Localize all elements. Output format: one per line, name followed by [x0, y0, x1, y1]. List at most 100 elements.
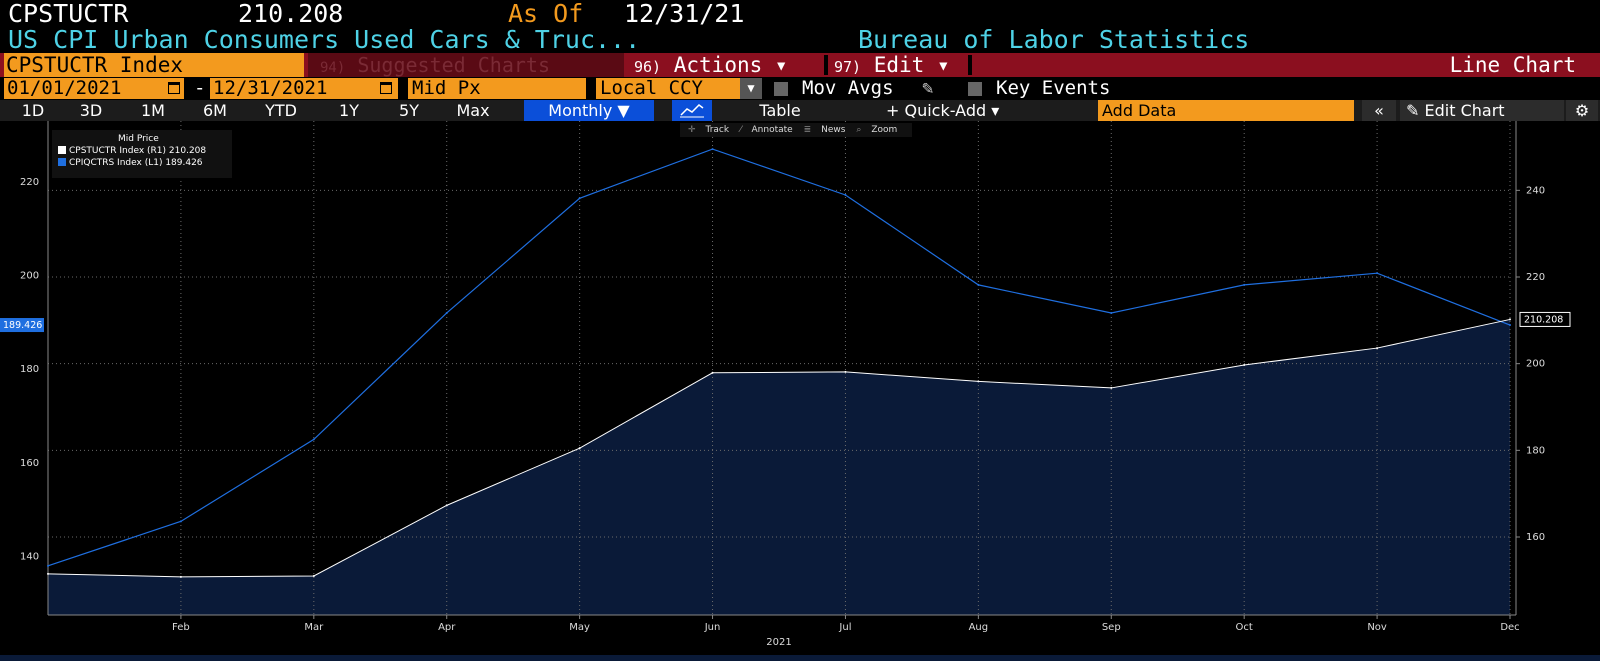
range-button-ytd[interactable]: YTD — [265, 101, 297, 120]
news-label: News — [821, 125, 846, 135]
chart-legend[interactable]: Mid Price CPSTUCTR Index (R1) 210.208 CP… — [52, 130, 232, 178]
edit-chart-label: Edit Chart — [1424, 101, 1505, 120]
line-chart-icon[interactable] — [672, 100, 712, 121]
table-button[interactable]: Table — [759, 101, 801, 120]
last-value: 210.208 — [238, 0, 344, 28]
last-value-badge-right — [1519, 311, 1571, 327]
mov-avgs-checkbox[interactable] — [774, 82, 788, 96]
bottom-strip — [0, 655, 1600, 661]
x-axis-tick-label: Oct — [1236, 622, 1253, 633]
suggested-charts-button[interactable]: 94) Suggested Charts — [308, 53, 624, 77]
right-axis-tick-label: 220 — [1526, 272, 1545, 283]
last-value-label-left: 189.426 — [3, 320, 42, 331]
right-axis-tick-label: 200 — [1526, 359, 1545, 370]
chevron-down-icon[interactable]: ▼ — [740, 78, 762, 99]
calendar-icon[interactable] — [168, 82, 180, 94]
data-point-cpstuctr — [1243, 363, 1246, 366]
legend-swatch — [58, 146, 66, 154]
edit-label: Edit ▾ — [873, 53, 950, 77]
data-point-cpiqctrs — [1110, 311, 1113, 314]
chart-canvas[interactable]: 140 160 180 200 220 160 180 200 220 240 189.426 210… — [0, 121, 1600, 661]
suggested-num: 94) — [320, 60, 346, 76]
ticker-header: CPSTUCTR 210.208 As Of 12/31/21 — [0, 0, 1600, 27]
pencil-icon: ✎ — [1406, 101, 1425, 120]
left-axis-tick-label: 220 — [20, 177, 39, 188]
zoom-label: Zoom — [871, 125, 898, 135]
data-point-cpstuctr — [179, 575, 182, 578]
end-date-value: 12/31/2021 — [213, 77, 328, 99]
series-line-cpiqctrs — [47, 148, 1511, 567]
range-button-max[interactable]: Max — [456, 101, 490, 120]
data-point-cpstuctr — [844, 370, 847, 373]
track-label: Track — [705, 125, 730, 135]
series-area-cpstuctr — [48, 319, 1510, 615]
chart-tools-bar: ✛ Track ⁄ Annotate ≣ News ⌕ Zoom — [680, 123, 912, 137]
menu-divider — [968, 55, 972, 75]
frequency-select[interactable]: Monthly ▼ — [524, 100, 654, 121]
annotate-label: Annotate — [751, 125, 793, 135]
data-point-cpiqctrs — [1243, 283, 1246, 286]
data-point-cpiqctrs — [977, 283, 980, 286]
legend-item[interactable]: CPIQCTRS Index (L1) 189.426 — [58, 157, 226, 169]
calendar-icon[interactable] — [380, 82, 392, 94]
currency-select[interactable]: Local CCY — [596, 78, 740, 99]
x-axis-tick-label: Sep — [1102, 622, 1121, 633]
collapse-icon[interactable]: « — [1362, 100, 1396, 121]
legend-swatch — [58, 158, 66, 166]
annotate-tool[interactable]: ⁄ Annotate — [740, 125, 793, 135]
data-point-cpiqctrs — [179, 520, 182, 523]
key-events-checkbox[interactable] — [968, 82, 982, 96]
data-point-cpstuctr — [1110, 386, 1113, 389]
add-data-input[interactable]: Add Data — [1098, 100, 1354, 121]
start-date-value: 01/01/2021 — [7, 77, 122, 99]
track-tool[interactable]: ✛ Track — [688, 125, 729, 135]
data-point-cpstuctr — [711, 371, 714, 374]
gear-icon[interactable]: ⚙ — [1566, 100, 1598, 121]
series-line-cpstuctr — [47, 318, 1511, 578]
data-point-cpiqctrs — [844, 193, 847, 196]
line-chart-glyph — [680, 104, 704, 118]
zoom-icon: ⌕ — [856, 125, 862, 135]
x-axis-tick-label: Dec — [1500, 622, 1519, 633]
price-field-select[interactable]: Mid Px — [408, 78, 586, 99]
x-axis-year-label: 2021 — [766, 637, 791, 648]
chart-toolbar: 1D 3D 1M 6M YTD 1Y 5Y Max Monthly ▼ Tabl… — [0, 100, 1600, 121]
annotate-icon: ⁄ — [739, 125, 742, 135]
key-events-label: Key Events — [996, 77, 1111, 99]
data-point-cpiqctrs — [312, 438, 315, 441]
crosshair-icon: ✛ — [688, 125, 696, 135]
range-button-1y[interactable]: 1Y — [339, 101, 359, 120]
edit-chart-button[interactable]: ✎ Edit Chart — [1400, 100, 1564, 121]
date-separator: - — [194, 77, 206, 99]
left-axis-tick-label: 180 — [20, 364, 39, 375]
left-axis-tick-label: 200 — [20, 271, 39, 282]
edit-menu-button[interactable]: 97) Edit ▾ — [828, 53, 968, 77]
source-text: Bureau of Labor Statistics — [858, 25, 1250, 54]
security-field[interactable]: CPSTUCTR Index — [4, 53, 304, 77]
data-point-cpstuctr — [1376, 347, 1379, 350]
quick-add-button[interactable]: + Quick-Add ▾ — [886, 101, 1000, 120]
data-point-cpstuctr — [47, 572, 49, 575]
left-axis-tick-label: 140 — [20, 551, 39, 562]
pencil-icon[interactable]: ✎ — [922, 77, 934, 99]
range-button-5y[interactable]: 5Y — [399, 101, 419, 120]
chart-area[interactable]: 140 160 180 200 220 160 180 200 220 240 189.426 210… — [0, 121, 1600, 661]
range-button-3d[interactable]: 3D — [79, 101, 103, 120]
range-button-1m[interactable]: 1M — [141, 101, 165, 120]
range-button-6m[interactable]: 6M — [203, 101, 227, 120]
suggested-label: Suggested Charts — [357, 53, 550, 77]
start-date-field[interactable]: 01/01/2021 — [4, 78, 184, 99]
x-axis-tick-label: Jul — [838, 622, 851, 633]
zoom-tool[interactable]: ⌕ Zoom — [856, 125, 897, 135]
edit-num: 97) — [834, 58, 862, 76]
end-date-field[interactable]: 12/31/2021 — [210, 78, 398, 99]
news-tool[interactable]: ≣ News — [804, 125, 846, 135]
legend-label: CPIQCTRS Index (L1) 189.426 — [69, 158, 203, 168]
menu-divider — [824, 55, 828, 75]
x-axis-tick-label: Apr — [438, 622, 456, 633]
data-point-cpstuctr — [312, 575, 315, 577]
actions-menu-button[interactable]: 96) Actions ▾ — [628, 53, 824, 77]
range-button-1d[interactable]: 1D — [21, 101, 45, 120]
legend-item[interactable]: CPSTUCTR Index (R1) 210.208 — [58, 145, 226, 157]
right-axis-tick-label: 180 — [1526, 445, 1545, 456]
